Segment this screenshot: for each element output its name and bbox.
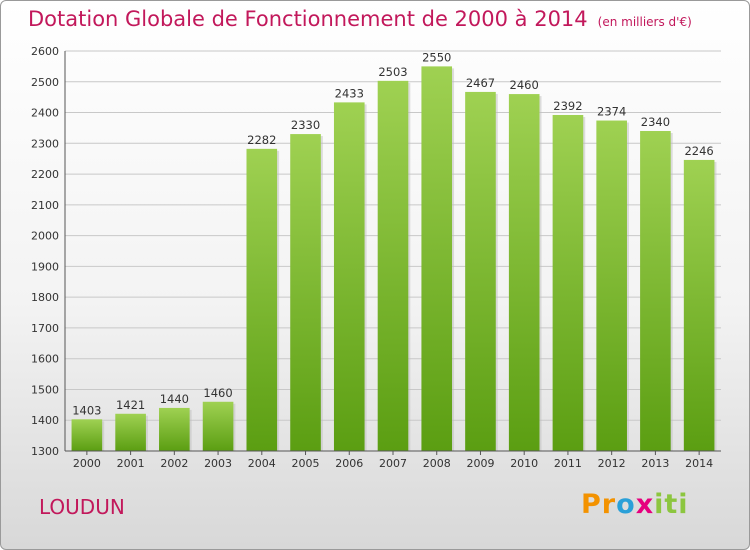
- y-tick-label: 1900: [31, 260, 59, 273]
- x-tick-label: 2003: [204, 457, 232, 470]
- bar-value-label: 2550: [422, 50, 451, 64]
- bar-value-label: 2433: [335, 86, 364, 100]
- y-tick-label: 2100: [31, 199, 59, 212]
- chart-title: Dotation Globale de Fonctionnement de 20…: [28, 7, 692, 31]
- x-tick-label: 2001: [117, 457, 145, 470]
- brand-letter: i: [678, 489, 689, 520]
- bar-value-label: 1403: [72, 403, 101, 417]
- bar-value-label: 2330: [291, 118, 320, 132]
- bar-value-label: 2503: [378, 65, 407, 79]
- x-tick-label: 2013: [641, 457, 669, 470]
- x-tick-label: 2014: [685, 457, 713, 470]
- bar: [552, 115, 584, 451]
- y-tick-label: 1500: [31, 383, 59, 396]
- y-tick-label: 1300: [31, 445, 59, 458]
- brand-letter: t: [664, 489, 679, 520]
- bar: [377, 80, 409, 451]
- y-tick-label: 2300: [31, 137, 59, 150]
- title-unit: (en milliers d'€): [597, 15, 692, 29]
- axes: 1300 1400 1500 1600 1700 1800 1900 2000 2100 2200…: [31, 45, 721, 470]
- bar: [246, 148, 278, 451]
- y-tick-label: 2000: [31, 230, 59, 243]
- x-tick-label: 2000: [73, 457, 101, 470]
- bar: [508, 94, 540, 452]
- proxiti-logo: Proxiti: [581, 489, 689, 520]
- x-tick-label: 2005: [292, 457, 320, 470]
- bar-value-label: 2460: [510, 78, 539, 92]
- bar: [640, 131, 671, 451]
- bar-value-label: 2467: [466, 76, 495, 90]
- x-tick-label: 2002: [160, 457, 188, 470]
- x-tick-label: 2010: [510, 457, 538, 470]
- brand-letter: P: [581, 489, 602, 520]
- x-tick-label: 2004: [248, 457, 276, 470]
- y-tick-label: 1800: [31, 291, 59, 304]
- title-main: Dotation Globale de Fonctionnement de 20…: [28, 7, 588, 31]
- brand-letter: x: [635, 489, 655, 520]
- brand-letter: r: [601, 489, 617, 520]
- y-tick-label: 1700: [31, 322, 59, 335]
- y-tick-label: 2500: [31, 76, 59, 89]
- bar-value-label: 2340: [641, 115, 670, 129]
- x-tick-label: 2008: [423, 457, 451, 470]
- bar: [71, 419, 103, 451]
- y-tick-label: 1400: [31, 414, 59, 427]
- bar-value-label: 2374: [597, 105, 626, 119]
- bar: [465, 91, 496, 451]
- bar: [421, 66, 453, 451]
- y-tick-label: 2200: [31, 168, 59, 181]
- bar-value-label: 1460: [203, 386, 232, 400]
- bar-value-label: 1440: [160, 392, 189, 406]
- x-tick-label: 2006: [335, 457, 363, 470]
- bar: [115, 413, 146, 451]
- brand-letter: o: [616, 489, 636, 520]
- bar-value-label: 2246: [684, 144, 713, 158]
- bar-value-label: 2392: [553, 99, 582, 113]
- y-tick-label: 2600: [31, 45, 59, 58]
- bar-value-label: 2282: [247, 133, 276, 147]
- bar-value-label: 1421: [116, 398, 145, 412]
- bar: [683, 159, 715, 451]
- bar: [202, 401, 234, 451]
- x-tick-label: 2007: [379, 457, 407, 470]
- bar: [333, 102, 365, 451]
- bar: [159, 407, 190, 451]
- y-tick-label: 2400: [31, 107, 59, 120]
- bar: [290, 134, 321, 452]
- x-tick-label: 2012: [598, 457, 626, 470]
- bars: 1403 1421 1440 1460 2282 2330 2433 2503 2550 2467…: [71, 50, 717, 452]
- x-tick-label: 2011: [554, 457, 582, 470]
- brand-letter: i: [654, 489, 665, 520]
- bar: [596, 120, 627, 452]
- city-name: LOUDUN: [39, 495, 125, 519]
- y-tick-label: 1600: [31, 353, 59, 366]
- x-tick-label: 2009: [466, 457, 494, 470]
